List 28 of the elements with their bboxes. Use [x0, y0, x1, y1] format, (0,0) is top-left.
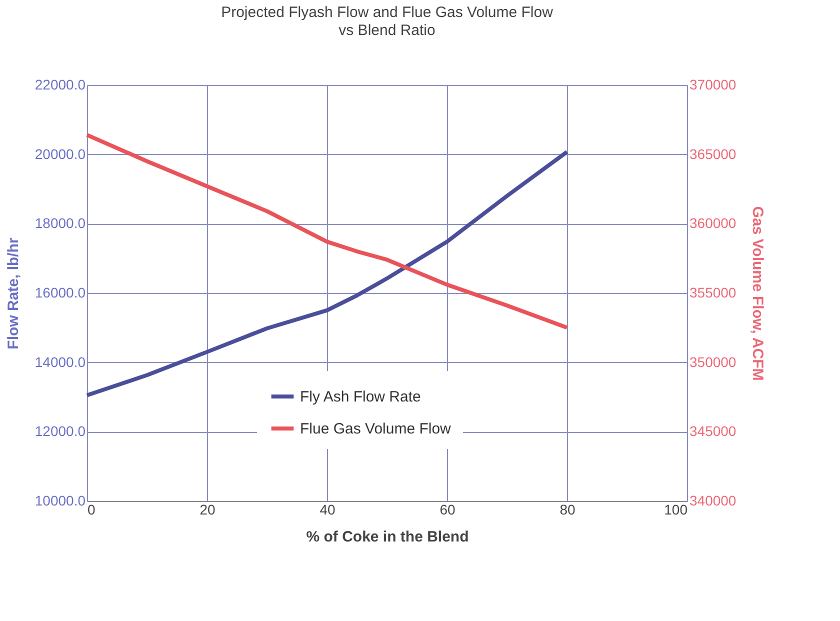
chart-subtitle: vs Blend Ratio: [338, 22, 436, 39]
y-tick-label: 22000.0: [34, 76, 86, 92]
x-tick-label: 100: [664, 502, 688, 518]
y2-tick-label: 365000: [690, 146, 736, 162]
y2-tick-label: 360000: [690, 215, 736, 232]
y-tick-label: 16000.0: [34, 284, 86, 300]
x-tick-label: 80: [560, 502, 576, 518]
y-tick-label: 14000.0: [34, 354, 86, 370]
x-tick-label: 0: [88, 502, 96, 518]
x-axis-title: % of Coke in the Blend: [306, 528, 469, 546]
y-axis-title: Flow Rate, lb/hr: [4, 238, 22, 350]
chart-title: Projected Flyash Flow and Flue Gas Volume Flow: [221, 4, 554, 21]
y2-tick-label: 370000: [690, 76, 736, 92]
y2-tick-label: 345000: [690, 423, 736, 440]
y2-tick-label: 355000: [690, 284, 736, 300]
x-tick-label: 40: [320, 502, 336, 518]
y-tick-label: 12000.0: [34, 423, 86, 440]
legend-label: Flue Gas Volume Flow: [300, 420, 452, 438]
x-tick-label: 60: [440, 502, 456, 518]
legend-label: Fly Ash Flow Rate: [300, 388, 421, 406]
y2-tick-label: 350000: [690, 354, 736, 370]
y-tick-label: 20000.0: [34, 146, 86, 162]
y2-tick-label: 340000: [690, 492, 736, 508]
x-tick-label: 20: [200, 502, 216, 518]
y-tick-label: 10000.0: [34, 492, 86, 508]
y-tick-label: 18000.0: [34, 215, 86, 232]
y2-axis-title: Gas Volume Flow, ACFM: [749, 206, 766, 381]
line-series: [85, 132, 569, 330]
